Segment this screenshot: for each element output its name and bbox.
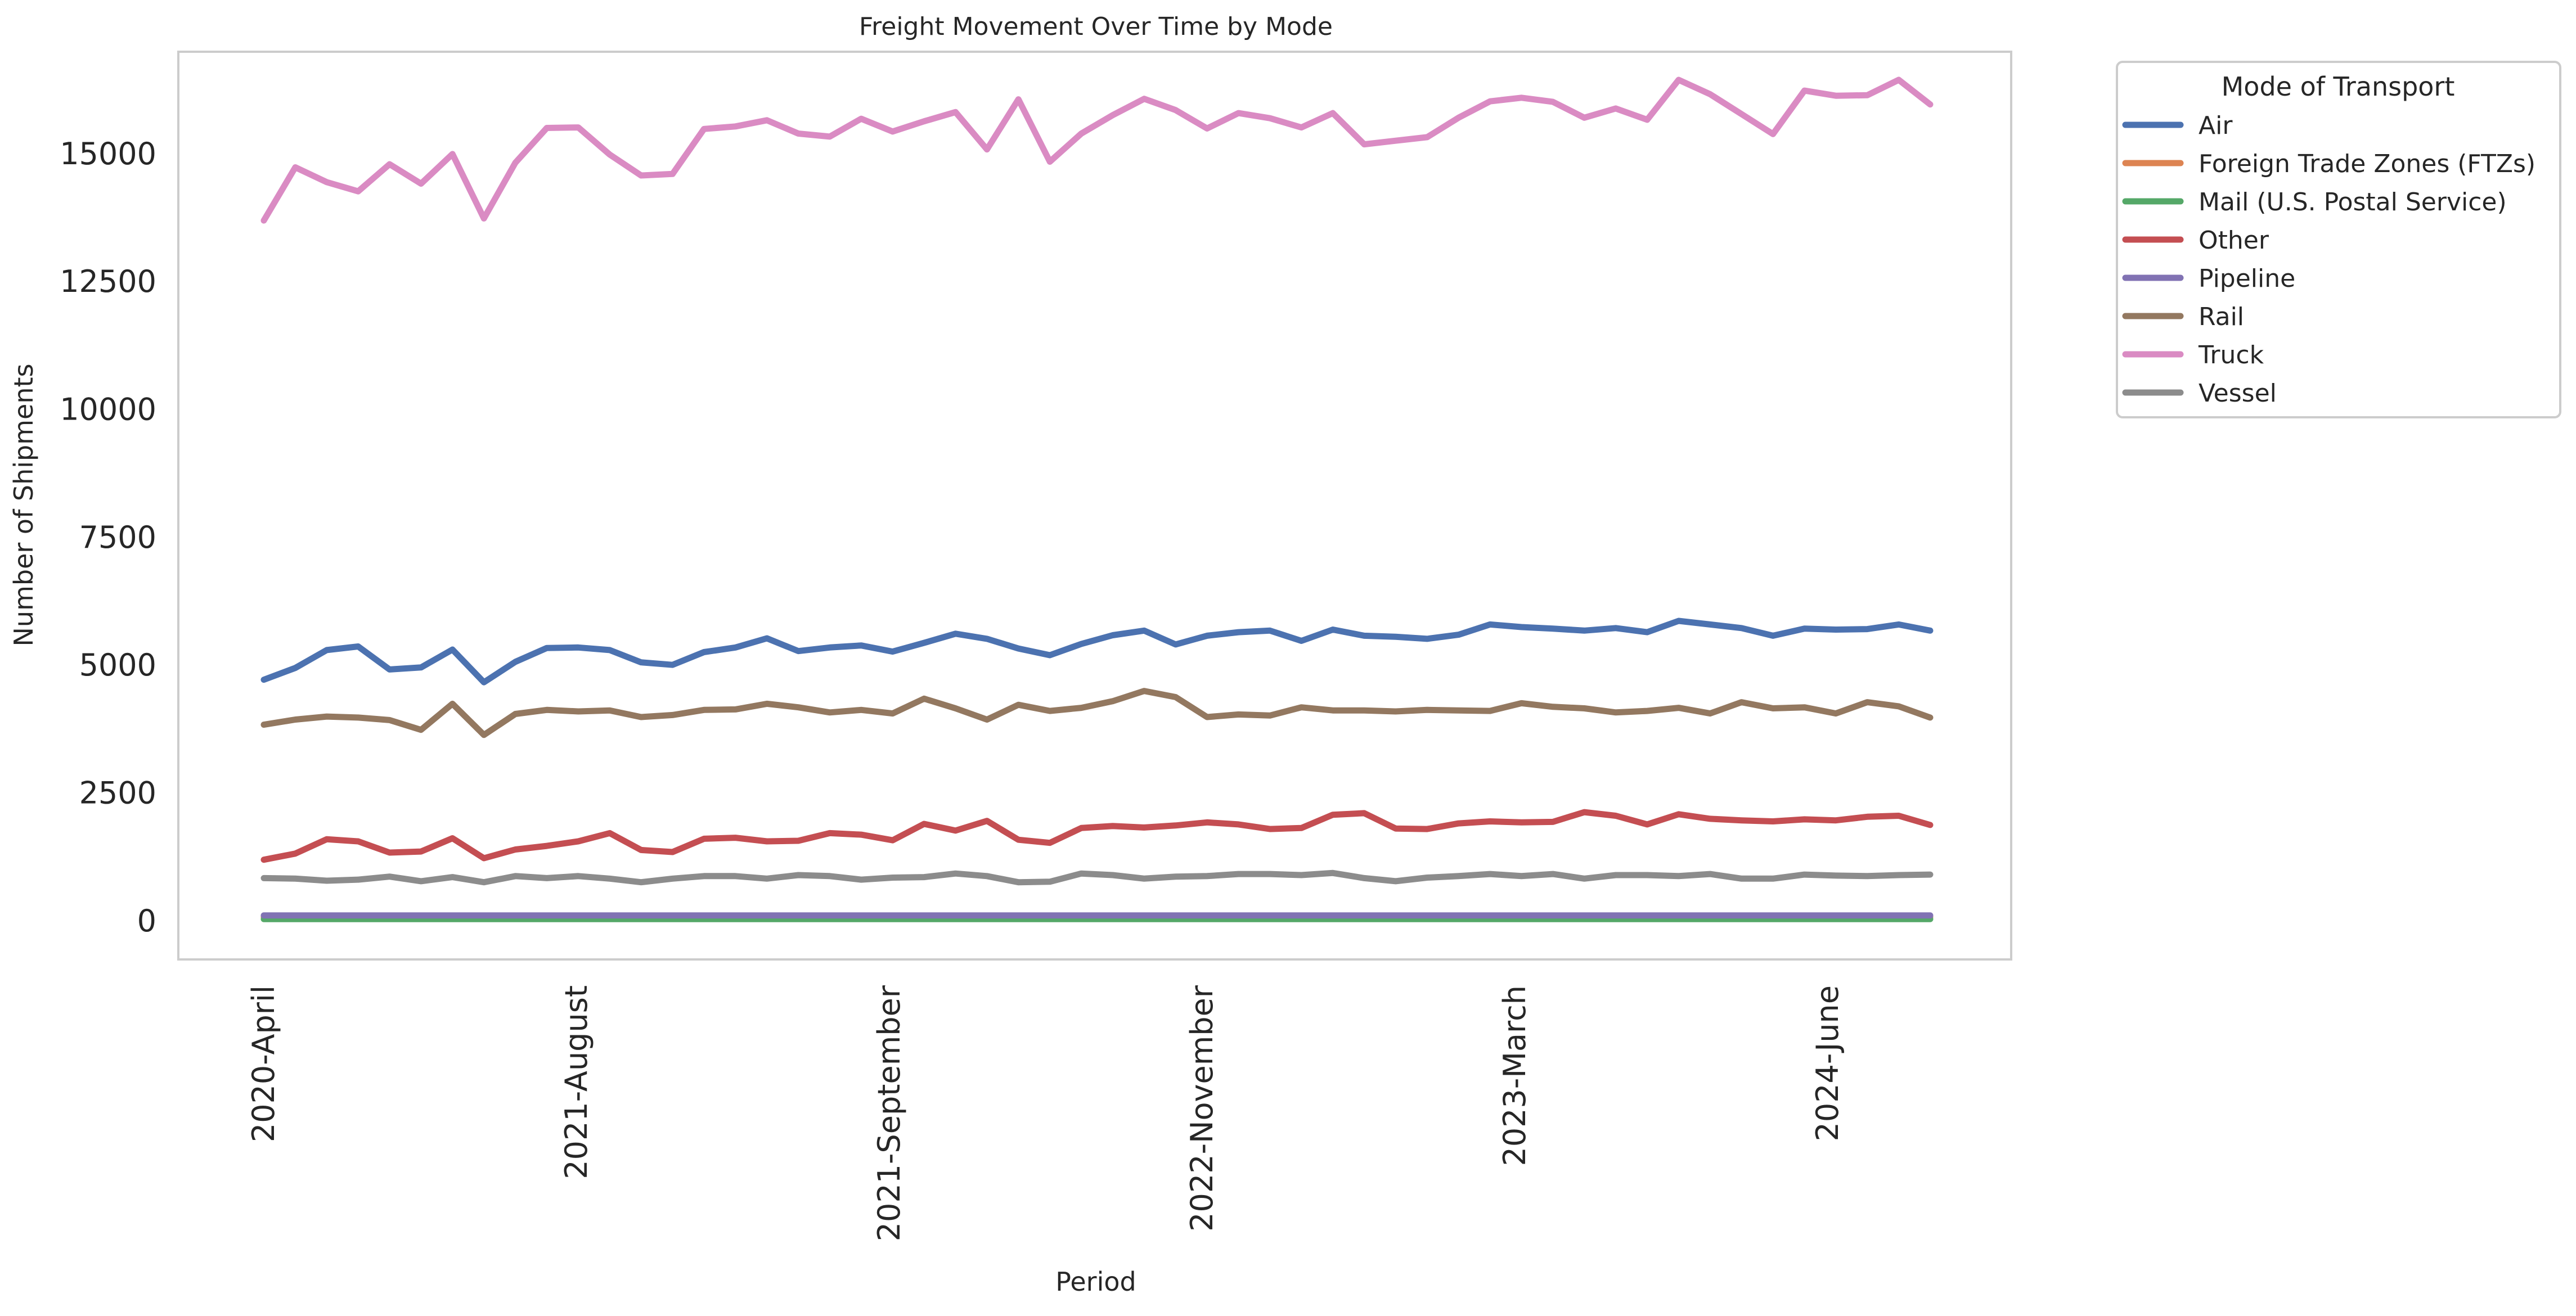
x-axis-ticks: 2020-April 2021-August 2021-September 2022-… [246, 985, 1845, 1241]
legend-label: Air [2199, 111, 2233, 140]
legend-label: Pipeline [2199, 264, 2295, 293]
legend-label: Mail (U.S. Postal Service) [2199, 188, 2507, 217]
series-line-other [260, 809, 1934, 863]
x-tick-label: 2021-September [871, 985, 907, 1241]
y-tick-label: 0 [137, 903, 156, 939]
series-line-truck [260, 76, 1934, 224]
x-tick-label: 2024-June [1810, 985, 1845, 1142]
legend-label: Truck [2198, 341, 2264, 369]
y-axis-label: Number of Shipments [8, 364, 39, 647]
y-tick-label: 12500 [60, 264, 156, 299]
x-tick-label: 2022-November [1184, 985, 1220, 1232]
y-tick-label: 5000 [79, 647, 156, 683]
y-tick-label: 7500 [79, 520, 156, 555]
y-tick-label: 15000 [60, 136, 156, 172]
legend-items: Air Foreign Trade Zones (FTZs) Mail (U.S. … [2122, 111, 2535, 408]
x-tick-label: 2021-August [559, 985, 594, 1179]
legend-frame [2116, 61, 2561, 418]
y-tick-label: 2500 [79, 775, 156, 810]
series-line-air [260, 618, 1934, 686]
legend-title: Mode of Transport [2222, 71, 2455, 102]
legend-label: Other [2199, 226, 2269, 255]
chart-title: Freight Movement Over Time by Mode [859, 12, 1333, 41]
legend: Mode of Transport Air Foreign Trade Zones… [2116, 61, 2561, 418]
legend-label: Rail [2199, 303, 2244, 331]
legend-label: Vessel [2199, 379, 2277, 408]
x-tick-label: 2023-March [1497, 985, 1532, 1166]
x-axis-label: Period [1055, 1267, 1136, 1297]
y-axis-ticks: 0 2500 5000 7500 10000 12500 15000 [60, 136, 156, 939]
series-layer [260, 76, 1934, 922]
series-line-rail [260, 688, 1934, 738]
plot-area [177, 51, 2012, 961]
x-tick-label: 2020-April [246, 985, 281, 1142]
series-line-vessel [260, 869, 1934, 886]
legend-label: Foreign Trade Zones (FTZs) [2199, 150, 2535, 178]
y-tick-label: 10000 [60, 392, 156, 427]
